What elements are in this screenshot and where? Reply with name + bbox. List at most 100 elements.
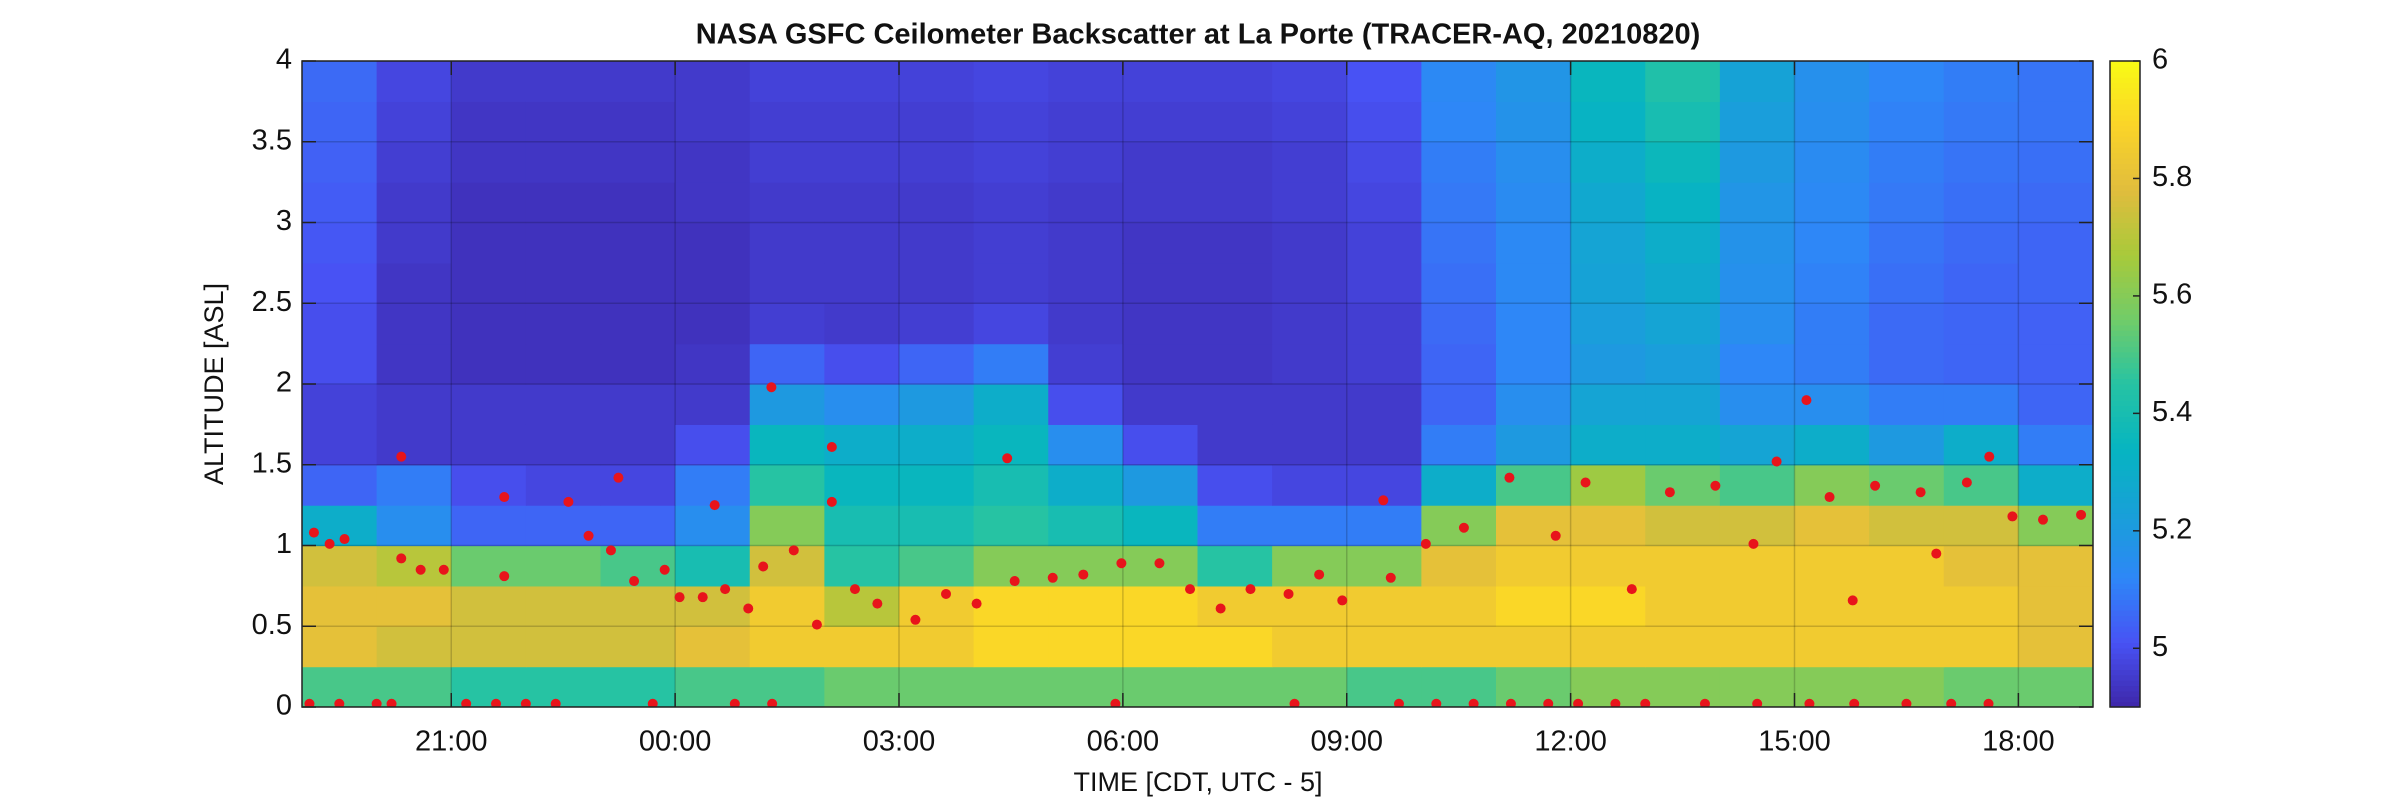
colorbar-step xyxy=(2110,545,2140,552)
colorbar-step xyxy=(2110,179,2140,186)
heatmap-cell xyxy=(1869,343,1945,385)
heatmap-cell xyxy=(1496,262,1572,304)
heatmap-cell xyxy=(1719,545,1796,587)
colorbar-step xyxy=(2110,362,2140,369)
heatmap-cell xyxy=(824,424,900,466)
heatmap-cell xyxy=(675,424,751,466)
colorbar-step xyxy=(2110,98,2140,105)
heatmap-cell xyxy=(1943,343,2019,385)
heatmap-cell xyxy=(376,101,452,143)
colorbar-step xyxy=(2110,367,2140,374)
mixing-height-point xyxy=(1047,572,1058,583)
heatmap-cell xyxy=(600,262,676,304)
mixing-height-point xyxy=(1185,584,1196,595)
heatmap-cell xyxy=(1794,585,1870,627)
heatmap-cell xyxy=(675,626,751,668)
colorbar-step xyxy=(2110,663,2140,670)
heatmap-cell xyxy=(1943,626,2019,668)
mixing-height-point xyxy=(396,553,407,564)
heatmap-cell xyxy=(1869,464,1945,506)
mixing-height-point xyxy=(758,561,769,572)
heatmap-cell xyxy=(824,343,900,385)
mixing-height-point xyxy=(1337,595,1348,606)
heatmap-cell xyxy=(675,141,751,183)
heatmap-cell xyxy=(1197,101,1273,143)
heatmap-cell xyxy=(525,343,602,385)
colorbar-step xyxy=(2110,287,2140,294)
heatmap-cell xyxy=(302,384,378,425)
heatmap-cell xyxy=(451,141,527,183)
mixing-height-point xyxy=(334,698,345,707)
heatmap-cell xyxy=(451,182,527,224)
heatmap-cell xyxy=(1496,585,1572,627)
heatmap-cell xyxy=(824,666,900,707)
heatmap-cell xyxy=(1122,343,1199,385)
mixing-height-point xyxy=(1550,530,1561,541)
colorbar-step xyxy=(2110,319,2140,326)
heatmap-cell xyxy=(1943,585,2019,627)
colorbar-step xyxy=(2110,497,2140,504)
mixing-height-point xyxy=(461,698,472,707)
heatmap-cell xyxy=(525,101,602,143)
colorbar-step xyxy=(2110,87,2140,94)
mixing-height-point xyxy=(720,584,731,595)
colorbar-step xyxy=(2110,130,2140,137)
colorbar-step xyxy=(2110,163,2140,170)
heatmap-cell xyxy=(1346,262,1422,304)
heatmap-cell xyxy=(1421,262,1497,304)
colorbar-step xyxy=(2110,238,2140,245)
colorbar-step xyxy=(2110,400,2140,407)
heatmap-cell xyxy=(600,222,676,264)
mixing-height-point xyxy=(1458,522,1469,533)
heatmap-cell xyxy=(1496,141,1572,183)
heatmap-cell xyxy=(1719,585,1796,627)
heatmap-cell xyxy=(1570,182,1646,224)
mixing-height-point xyxy=(415,564,426,575)
heatmap-cell xyxy=(1272,343,1348,385)
colorbar-step xyxy=(2110,217,2140,224)
heatmap-cell xyxy=(2018,61,2093,102)
heatmap-cell xyxy=(1719,222,1796,264)
heatmap-cell xyxy=(1496,343,1572,385)
heatmap-cell xyxy=(600,384,676,425)
heatmap-cell xyxy=(1122,505,1199,547)
mixing-height-point xyxy=(1154,558,1165,569)
heatmap-cell xyxy=(749,262,825,304)
heatmap-cell xyxy=(1197,384,1273,425)
colorbar-step xyxy=(2110,658,2140,665)
heatmap-cell xyxy=(2018,424,2093,466)
mixing-height-point xyxy=(1543,698,1554,707)
heatmap-cell xyxy=(1122,384,1199,425)
heatmap-cell xyxy=(376,141,452,183)
mixing-height-point xyxy=(1002,453,1013,464)
colorbar-step xyxy=(2110,227,2140,234)
mixing-height-point xyxy=(872,598,883,609)
mixing-height-point xyxy=(324,538,335,549)
heatmap-cell xyxy=(302,464,378,506)
heatmap-cell xyxy=(451,585,527,627)
heatmap-cell xyxy=(1421,505,1497,547)
heatmap-cell xyxy=(1496,182,1572,224)
heatmap-cell xyxy=(2018,384,2093,425)
colorbar-step xyxy=(2110,529,2140,536)
heatmap-cell xyxy=(1272,262,1348,304)
colorbar-step xyxy=(2110,470,2140,477)
colorbar-step xyxy=(2110,593,2140,600)
colorbar-step xyxy=(2110,120,2140,127)
mixing-height-point xyxy=(766,382,777,393)
heatmap-cell xyxy=(1421,343,1497,385)
heatmap-cell xyxy=(899,343,975,385)
heatmap-cell xyxy=(525,182,602,224)
mixing-height-point xyxy=(788,545,799,556)
heatmap-cell xyxy=(749,384,825,425)
heatmap-cell xyxy=(451,384,527,425)
heatmap-cell xyxy=(1421,141,1497,183)
heatmap-cell xyxy=(1197,545,1273,587)
heatmap-cell xyxy=(1869,101,1945,143)
x-tick-label: 12:00 xyxy=(1534,726,1607,758)
heatmap-cell xyxy=(1421,101,1497,143)
heatmap-cell xyxy=(525,666,602,707)
mixing-height-point xyxy=(1946,698,1957,707)
mixing-height-point xyxy=(674,592,685,603)
